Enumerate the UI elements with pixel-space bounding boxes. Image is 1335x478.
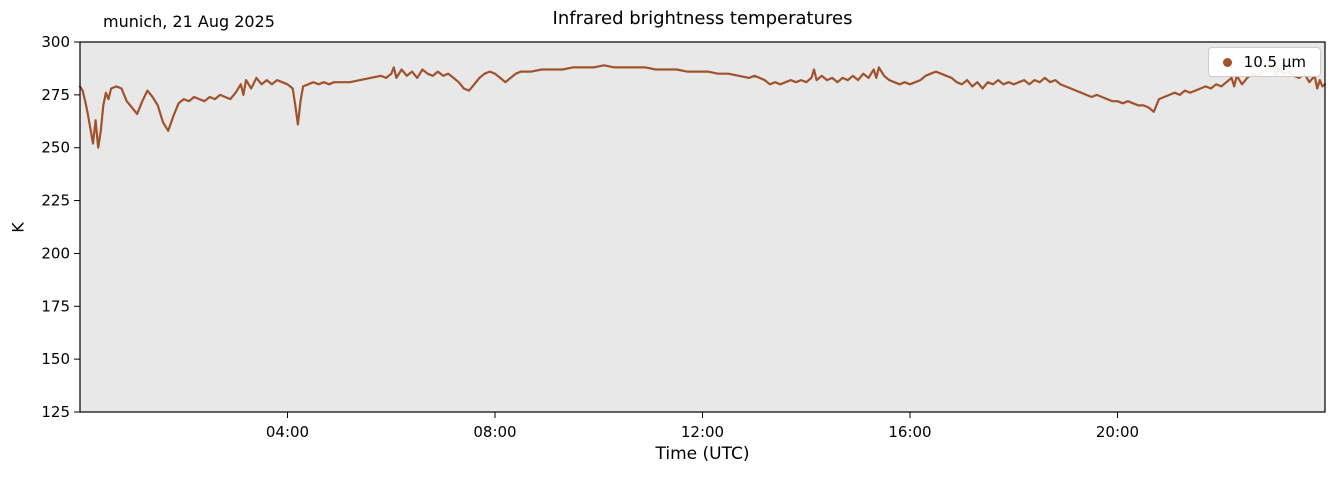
x-axis-label: Time (UTC): [655, 444, 750, 464]
svg-text:12:00: 12:00: [681, 423, 724, 441]
chart-title: Infrared brightness temperatures: [552, 8, 853, 29]
legend-item-label: 10.5 μm: [1243, 53, 1306, 71]
svg-text:08:00: 08:00: [473, 423, 516, 441]
legend-marker-dot-icon: [1222, 57, 1232, 67]
svg-text:250: 250: [41, 139, 70, 157]
svg-text:125: 125: [41, 403, 70, 421]
svg-text:200: 200: [41, 244, 70, 262]
svg-text:300: 300: [41, 33, 70, 51]
svg-text:04:00: 04:00: [266, 423, 309, 441]
svg-text:275: 275: [41, 86, 70, 104]
svg-text:175: 175: [41, 297, 70, 315]
chart-subtitle: munich, 21 Aug 2025: [103, 12, 275, 31]
svg-text:16:00: 16:00: [888, 423, 931, 441]
legend: 10.5 μm: [1207, 47, 1321, 77]
svg-text:150: 150: [41, 350, 70, 368]
svg-text:225: 225: [41, 192, 70, 210]
svg-text:20:00: 20:00: [1096, 423, 1139, 441]
